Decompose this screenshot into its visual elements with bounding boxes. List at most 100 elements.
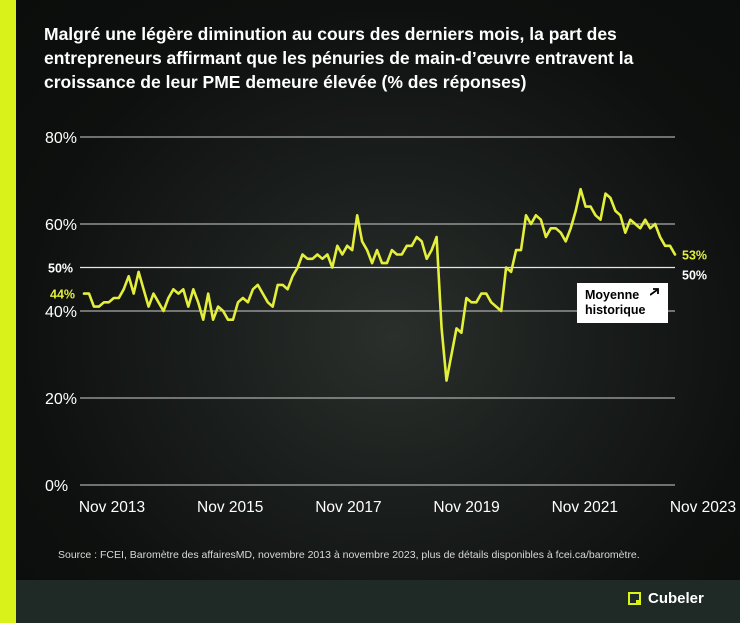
data-point (361, 240, 364, 243)
data-point (167, 297, 170, 299)
y-tick-label: 40% (45, 304, 77, 321)
data-point (177, 292, 180, 295)
data-point (554, 227, 557, 230)
footer: Cubeler (16, 580, 740, 623)
data-point (251, 288, 254, 291)
data-point (515, 249, 517, 252)
data-point (246, 301, 249, 304)
data-point (599, 218, 602, 221)
data-point (271, 305, 274, 308)
data-point (624, 231, 627, 234)
data-point (311, 257, 314, 260)
y-tick-label: 80% (45, 130, 77, 147)
data-point (88, 292, 90, 295)
data-point (495, 305, 498, 308)
end-value-label: 53% (682, 248, 707, 262)
data-point (450, 353, 453, 356)
data-point (276, 284, 279, 286)
x-tick-label: Nov 2019 (433, 499, 499, 516)
data-point (321, 257, 324, 260)
data-point (629, 218, 632, 221)
data-point (371, 262, 373, 265)
data-point (420, 240, 423, 243)
data-point (475, 301, 478, 304)
data-point (589, 205, 592, 208)
data-point (93, 305, 95, 308)
data-point (102, 301, 105, 304)
data-point (261, 292, 264, 295)
data-point (366, 249, 368, 252)
data-point (346, 244, 349, 247)
data-point (455, 327, 458, 330)
data-point (391, 249, 393, 252)
data-point (604, 192, 607, 195)
data-point (400, 253, 403, 256)
data-point (500, 310, 503, 312)
data-point (525, 214, 527, 217)
line-chart: 0% 20% 40% 60% 80% 50% Nov 2013 Nov 2015 Nov 201… (45, 130, 736, 516)
y-tick-label: 60% (45, 217, 77, 234)
x-tick-label: Nov 2015 (197, 499, 263, 516)
data-point (470, 301, 473, 304)
data-point (639, 227, 642, 230)
data-point (594, 214, 597, 217)
data-point (107, 301, 110, 304)
data-point (674, 253, 676, 256)
data-point (351, 249, 354, 252)
data-point (569, 227, 572, 230)
data-point (331, 266, 334, 269)
data-point (152, 292, 155, 295)
data-point (579, 188, 582, 191)
reference-end-label: 50% (682, 269, 707, 283)
data-point (192, 288, 195, 291)
y-tick-label: 20% (45, 391, 77, 408)
data-point (584, 205, 587, 208)
y-tick-label: 0% (45, 478, 68, 495)
data-point (505, 266, 508, 269)
data-point (142, 288, 145, 291)
data-point (256, 284, 259, 286)
x-tick-label: Nov 2023 (670, 499, 736, 516)
data-point (520, 249, 522, 252)
data-point (644, 218, 647, 221)
data-point (301, 253, 304, 256)
data-point (197, 301, 200, 304)
data-point (574, 210, 577, 212)
brand-name: Cubeler (648, 590, 704, 607)
axis-labels: 0% 20% 40% 60% 80% 50% Nov 2013 Nov 2015 Nov 201… (45, 130, 736, 516)
data-point (281, 284, 284, 286)
historical-average-callout: Moyenne historique (577, 283, 668, 323)
data-point (207, 292, 210, 295)
x-tick-label: Nov 2013 (79, 499, 145, 516)
data-point (425, 257, 428, 260)
data-point (410, 244, 413, 247)
data-point (187, 305, 190, 308)
data-point (669, 244, 671, 247)
data-point (386, 262, 388, 265)
data-point (634, 223, 637, 225)
annotations: 50% 44% 53% (50, 248, 707, 301)
data-point (212, 318, 215, 321)
data-point (649, 227, 652, 230)
data-point (172, 288, 175, 291)
data-point (415, 236, 418, 238)
data-point (530, 223, 532, 225)
data-point (291, 275, 294, 278)
data-point (306, 257, 309, 260)
series-line (82, 187, 677, 382)
chart-title: Malgré une légère diminution au cours de… (44, 24, 634, 92)
data-point (137, 270, 140, 273)
x-tick-label: Nov 2017 (315, 499, 381, 516)
data-point (227, 318, 229, 321)
data-point (202, 318, 205, 321)
data-point (232, 318, 234, 321)
data-point (664, 244, 666, 247)
data-point (559, 231, 562, 234)
data-point (460, 331, 463, 334)
data-point (237, 301, 239, 304)
data-point (485, 292, 488, 295)
data-point (405, 244, 408, 247)
data-point (162, 310, 165, 312)
source-note: Source : FCEI, Baromètre des affairesMD,… (58, 549, 640, 561)
data-point (619, 214, 622, 217)
